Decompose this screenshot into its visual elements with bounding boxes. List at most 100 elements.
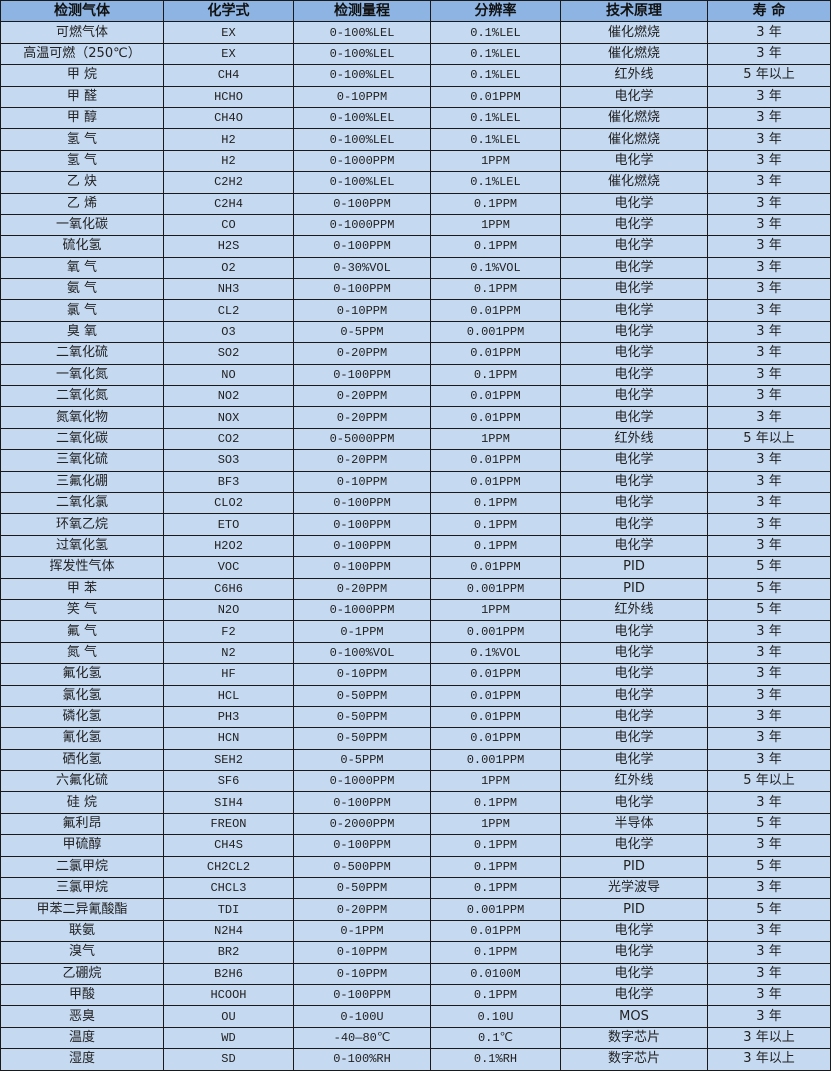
resolution-cell: 0.1PPM	[430, 491, 561, 515]
principle-cell: 电化学	[560, 983, 708, 1007]
principle-cell: 电化学	[560, 748, 708, 772]
range-cell: 0-10PPM	[293, 962, 431, 985]
resolution-cell: 0.1%VOL	[430, 641, 561, 665]
principle-cell: 电化学	[560, 449, 708, 472]
range-cell: 0-100%LEL	[293, 106, 431, 130]
resolution-cell: 0.1PPM	[430, 278, 561, 301]
formula-cell: NO	[163, 363, 294, 387]
resolution-cell: 0.10U	[430, 1005, 561, 1028]
resolution-cell: 1PPM	[430, 812, 561, 836]
range-cell: 0-100%RH	[293, 1048, 431, 1071]
table-row: 氟利昂 FREON 0-2000PPM 1PPM 半导体 5 年	[0, 812, 831, 836]
principle-cell: 电化学	[560, 470, 708, 493]
principle-cell: 电化学	[560, 149, 708, 173]
range-cell: 0-50PPM	[293, 877, 431, 900]
range-cell: 0-20PPM	[293, 449, 431, 472]
lifespan-cell: 3 年	[707, 748, 831, 772]
gas-cell: 氯化氢	[0, 684, 164, 707]
range-cell: 0-50PPM	[293, 727, 431, 750]
formula-cell: HF	[163, 663, 294, 686]
formula-cell: HCL	[163, 684, 294, 707]
principle-cell: 电化学	[560, 299, 708, 322]
principle-cell: 电化学	[560, 406, 708, 429]
lifespan-cell: 3 年	[707, 235, 831, 258]
range-cell: 0-100PPM	[293, 278, 431, 301]
table-row: 氟 气 F2 0-1PPM 0.001PPM 电化学 3 年	[0, 620, 831, 643]
formula-cell: VOC	[163, 556, 294, 579]
resolution-cell: 1PPM	[430, 770, 561, 793]
formula-cell: TDI	[163, 898, 294, 921]
formula-cell: SO2	[163, 342, 294, 365]
range-cell: 0-10PPM	[293, 941, 431, 964]
gas-cell: 氮 气	[0, 641, 164, 665]
lifespan-cell: 5 年	[707, 812, 831, 836]
table-row: 乙 炔 C2H2 0-100%LEL 0.1%LEL 催化燃烧 3 年	[0, 171, 831, 194]
gas-cell: 二氧化碳	[0, 427, 164, 451]
table-row: 恶臭 OU 0-100U 0.10U MOS 3 年	[0, 1005, 831, 1028]
formula-cell: PH3	[163, 705, 294, 729]
table-row: 甲苯二异氰酸酯 TDI 0-20PPM 0.001PPM PID 5 年	[0, 898, 831, 921]
formula-cell: ETO	[163, 513, 294, 536]
formula-cell: H2	[163, 149, 294, 173]
range-cell: 0-1PPM	[293, 919, 431, 943]
gas-cell: 环氧乙烷	[0, 513, 164, 536]
gas-cell: 氟 气	[0, 620, 164, 643]
lifespan-cell: 5 年	[707, 898, 831, 921]
range-cell: 0-100%LEL	[293, 21, 431, 44]
header-principle: 技术原理	[560, 0, 708, 23]
table-row: 挥发性气体 VOC 0-100PPM 0.01PPM PID 5 年	[0, 556, 831, 579]
gas-cell: 笑 气	[0, 598, 164, 622]
table-row: 三氧化硫 SO3 0-20PPM 0.01PPM 电化学 3 年	[0, 449, 831, 472]
lifespan-cell: 3 年	[707, 85, 831, 108]
range-cell: 0-5000PPM	[293, 427, 431, 451]
principle-cell: MOS	[560, 1005, 708, 1028]
table-row: 三氟化硼 BF3 0-10PPM 0.01PPM 电化学 3 年	[0, 470, 831, 493]
formula-cell: CH2CL2	[163, 855, 294, 879]
formula-cell: H2O2	[163, 534, 294, 558]
range-cell: 0-5PPM	[293, 748, 431, 772]
lifespan-cell: 5 年以上	[707, 64, 831, 87]
gas-cell: 氟化氢	[0, 663, 164, 686]
gas-cell: 挥发性气体	[0, 556, 164, 579]
lifespan-cell: 3 年	[707, 106, 831, 130]
formula-cell: F2	[163, 620, 294, 643]
resolution-cell: 0.01PPM	[430, 919, 561, 943]
principle-cell: PID	[560, 898, 708, 921]
range-cell: 0-1000PPM	[293, 770, 431, 793]
resolution-cell: 0.01PPM	[430, 727, 561, 750]
gas-cell: 乙 烯	[0, 192, 164, 215]
formula-cell: B2H6	[163, 962, 294, 985]
header-formula: 化学式	[163, 0, 294, 23]
gas-cell: 湿度	[0, 1048, 164, 1071]
range-cell: -40—80℃	[293, 1026, 431, 1050]
formula-cell: C2H4	[163, 192, 294, 215]
gas-cell: 磷化氢	[0, 705, 164, 729]
formula-cell: HCHO	[163, 85, 294, 108]
formula-cell: EX	[163, 42, 294, 66]
principle-cell: 电化学	[560, 791, 708, 814]
range-cell: 0-50PPM	[293, 684, 431, 707]
resolution-cell: 0.01PPM	[430, 705, 561, 729]
formula-cell: NOX	[163, 406, 294, 429]
table-row: 可燃气体 EX 0-100%LEL 0.1%LEL 催化燃烧 3 年	[0, 21, 831, 44]
table-row: 乙硼烷 B2H6 0-10PPM 0.0100M 电化学 3 年	[0, 962, 831, 985]
range-cell: 0-100%VOL	[293, 641, 431, 665]
table-row: 硅 烷 SIH4 0-100PPM 0.1PPM 电化学 3 年	[0, 791, 831, 814]
lifespan-cell: 3 年	[707, 877, 831, 900]
resolution-cell: 0.1%RH	[430, 1048, 561, 1071]
range-cell: 0-100PPM	[293, 983, 431, 1007]
principle-cell: 半导体	[560, 812, 708, 836]
formula-cell: CH4	[163, 64, 294, 87]
principle-cell: 数字芯片	[560, 1026, 708, 1050]
lifespan-cell: 3 年	[707, 962, 831, 985]
table-row: 高温可燃（250℃） EX 0-100%LEL 0.1%LEL 催化燃烧 3 年	[0, 42, 831, 66]
resolution-cell: 0.01PPM	[430, 299, 561, 322]
resolution-cell: 0.1PPM	[430, 855, 561, 879]
lifespan-cell: 3 年	[707, 256, 831, 280]
gas-cell: 三氟化硼	[0, 470, 164, 493]
table-row: 氢 气 H2 0-100%LEL 0.1%LEL 催化燃烧 3 年	[0, 128, 831, 151]
resolution-cell: 0.1PPM	[430, 235, 561, 258]
table-row: 乙 烯 C2H4 0-100PPM 0.1PPM 电化学 3 年	[0, 192, 831, 215]
range-cell: 0-5PPM	[293, 320, 431, 344]
resolution-cell: 0.01PPM	[430, 684, 561, 707]
